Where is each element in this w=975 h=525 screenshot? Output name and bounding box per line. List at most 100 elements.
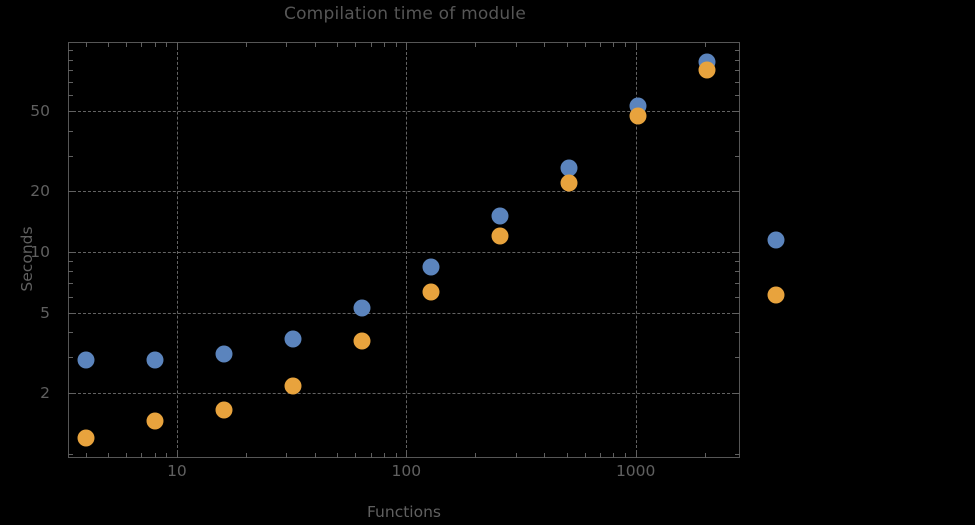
x-tick-major-top [635,42,637,50]
x-tick-minor [515,453,517,458]
x-tick-minor-top [704,42,706,47]
data-point-series-blue[interactable] [284,330,302,348]
y-tick-minor-right [735,130,740,132]
x-tick-minor-top [355,42,357,47]
x-tick-minor [154,453,156,458]
y-tick-minor-right [735,95,740,97]
plot-frame [68,42,740,458]
y-tick-minor-right [735,271,740,273]
y-tick-minor-right [735,81,740,83]
x-tick-label: 1000 [615,462,656,480]
y-tick-minor-right [735,332,740,334]
x-tick-major-top [176,42,178,50]
x-tick-minor-top [315,42,317,47]
x-tick-minor-top [566,42,568,47]
x-tick-minor [370,453,372,458]
data-point-series-orange[interactable] [353,332,371,350]
y-tick-minor [68,155,73,157]
x-tick-minor [107,453,109,458]
y-tick-minor-right [735,357,740,359]
y-axis-tick-labels: 2 5 10 20 50 [0,42,60,458]
x-tick-minor-top [600,42,602,47]
gridline-vertical [176,42,178,458]
y-tick-major-right [732,191,740,193]
x-tick-minor-top [475,42,477,47]
y-tick-minor [68,50,73,52]
data-point-series-blue[interactable] [77,351,95,369]
y-axis-label: Seconds [18,226,36,292]
chart-title: Compilation time of module [284,4,526,24]
x-tick-minor [315,453,317,458]
data-point-series-orange[interactable] [767,286,785,304]
data-point-series-blue[interactable] [767,231,785,249]
y-tick-minor [68,130,73,132]
x-tick-label: 10 [167,462,187,480]
gridline-horizontal [68,111,740,113]
data-point-series-blue[interactable] [353,299,371,316]
x-tick-minor-top [584,42,586,47]
x-tick-minor [141,453,143,458]
y-tick-minor [68,69,73,71]
y-tick-minor-right [735,50,740,52]
x-tick-minor-top [395,42,397,47]
x-tick-minor-top [154,42,156,47]
data-point-series-orange[interactable] [422,283,440,301]
x-tick-minor-top [166,42,168,47]
data-point-series-blue[interactable] [422,258,440,276]
x-tick-minor-top [107,42,109,47]
data-point-series-blue[interactable] [560,159,578,177]
data-point-series-blue[interactable] [215,345,233,363]
data-point-series-orange[interactable] [698,61,716,79]
data-point-series-orange[interactable] [284,377,302,395]
x-tick-minor-top [625,42,627,47]
x-tick-minor-top [85,42,87,47]
x-axis-tick-labels: 10 100 1000 [68,462,740,488]
y-tick-minor [68,332,73,334]
y-tick-label: 5 [40,303,50,322]
y-tick-minor-right [735,59,740,61]
data-point-series-orange[interactable] [560,174,578,192]
y-tick-label: 2 [40,383,50,402]
x-tick-minor [600,453,602,458]
data-point-series-orange[interactable] [491,227,509,245]
gridline-vertical [406,42,408,458]
x-tick-minor [355,453,357,458]
y-tick-minor-right [735,453,740,455]
y-tick-minor [68,296,73,298]
x-tick-minor [475,453,477,458]
x-tick-minor [337,453,339,458]
y-tick-label: 20 [30,182,50,201]
x-tick-minor-top [126,42,128,47]
y-tick-major-right [732,111,740,113]
x-tick-minor-top [515,42,517,47]
data-point-series-orange[interactable] [77,429,95,447]
x-tick-label: 100 [391,462,422,480]
plot-area [68,42,740,458]
y-tick-minor-right [735,261,740,263]
y-tick-minor [68,357,73,359]
gridline-horizontal [68,392,740,394]
data-point-series-orange[interactable] [629,107,647,125]
data-point-series-orange[interactable] [146,412,164,430]
x-axis-label: Functions [366,503,441,521]
gridline-horizontal [68,312,740,314]
x-tick-minor-top [384,42,386,47]
x-tick-minor [286,453,288,458]
y-tick-major-right [732,392,740,394]
x-tick-minor-top [613,42,615,47]
x-tick-minor-top [141,42,143,47]
data-point-series-blue[interactable] [491,207,509,225]
x-tick-minor [625,453,627,458]
y-tick-label: 50 [30,102,50,121]
x-tick-minor-top [245,42,247,47]
x-tick-minor [704,453,706,458]
x-tick-minor-top [544,42,546,47]
x-tick-minor [166,453,168,458]
x-tick-minor-top [337,42,339,47]
data-point-series-orange[interactable] [215,401,233,419]
y-tick-major [68,312,76,314]
data-point-series-blue[interactable] [146,351,164,369]
x-tick-minor-top [370,42,372,47]
